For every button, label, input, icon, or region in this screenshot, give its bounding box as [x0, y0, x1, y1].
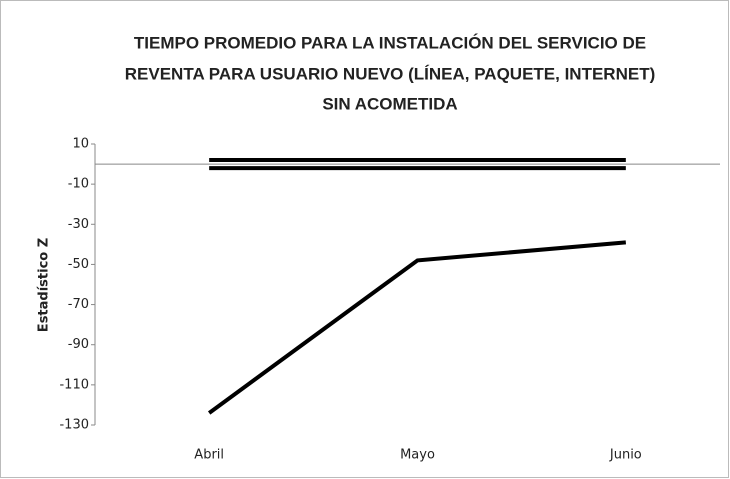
line-series	[207, 240, 627, 415]
x-tick-label: Abril	[194, 448, 224, 463]
chart-title: SIN ACOMETIDA	[322, 94, 457, 113]
chart-title: TIEMPO PROMEDIO PARA LA INSTALACIÓN DEL …	[134, 33, 646, 52]
y-tick-label: 10	[72, 137, 89, 152]
y-axis-label: Estadístico Z	[37, 238, 52, 332]
y-tick-label: -30	[68, 217, 89, 232]
y-tick-label: -10	[68, 177, 89, 192]
y-tick-label: -110	[59, 377, 89, 392]
y-tick-label: -130	[59, 418, 89, 433]
y-tick-label: -90	[68, 337, 89, 352]
x-tick-label: Mayo	[400, 448, 435, 463]
y-tick-label: -70	[68, 297, 89, 312]
chart-title: REVENTA PARA USUARIO NUEVO (LÍNEA, PAQUE…	[125, 64, 656, 83]
y-tick-label: -50	[68, 257, 89, 272]
x-tick-label: Junio	[609, 448, 642, 463]
